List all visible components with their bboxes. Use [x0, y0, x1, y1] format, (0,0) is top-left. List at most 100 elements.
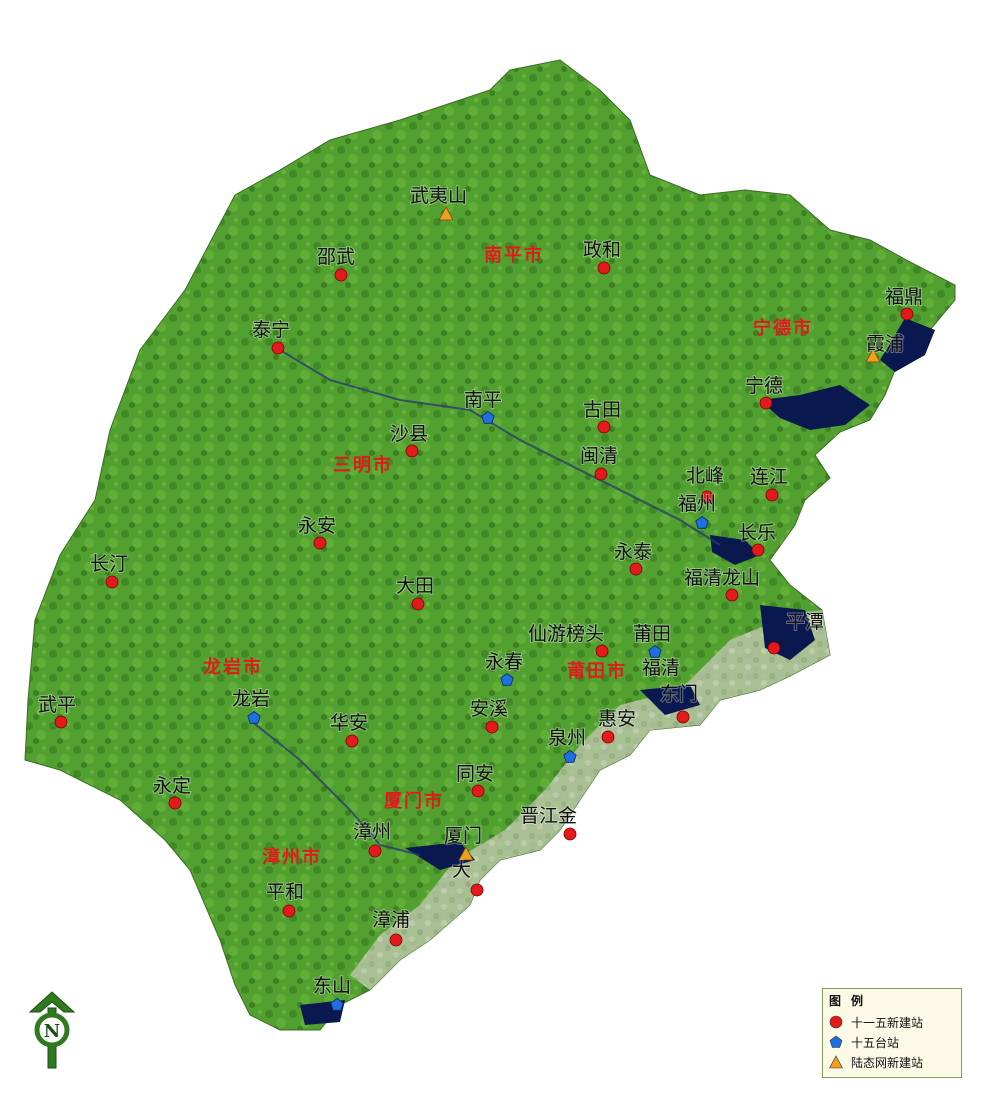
place-label: 晋江金 — [520, 805, 577, 827]
place-label: 邵武 — [317, 246, 355, 268]
sea-inlet-xinghua — [640, 685, 700, 715]
fifteen-station-marker — [330, 998, 344, 1011]
svg-text:N: N — [44, 1021, 60, 1042]
fifteen-station-marker — [648, 645, 662, 658]
place-label: 惠安 — [598, 708, 636, 730]
new-station-marker — [601, 730, 615, 744]
place-label: 宁德 — [745, 375, 783, 397]
new-station-marker — [334, 268, 348, 282]
place-label: 漳浦 — [372, 909, 410, 931]
place-label: 长乐 — [738, 522, 776, 544]
new-station-marker — [471, 784, 485, 798]
legend-item-fifteen-station: 十五台站 — [829, 1032, 955, 1052]
place-label: 永春 — [485, 651, 523, 673]
legend-item-new-station: 十一五新建站 — [829, 1012, 955, 1032]
place-label: 仙游榜头 — [528, 623, 604, 645]
red-circle-icon — [829, 1015, 843, 1029]
coastal-plain — [350, 610, 830, 990]
new-station-marker — [594, 467, 608, 481]
place-label: 霞浦 — [866, 333, 904, 355]
city-label: 三明市 — [333, 454, 393, 476]
place-label: 武夷山 — [410, 185, 467, 207]
fifteen-station-marker — [500, 673, 514, 686]
place-label: 龙岩 — [232, 688, 270, 710]
new-station-marker — [345, 734, 359, 748]
legend-label: 十五台站 — [851, 1035, 900, 1050]
new-station-marker — [405, 444, 419, 458]
land-station-marker — [865, 348, 881, 363]
place-label: 厦门 — [444, 825, 482, 847]
place-label: 东门 — [660, 683, 698, 705]
new-station-marker — [597, 261, 611, 275]
place-label: 闽清 — [580, 445, 618, 467]
new-station-marker — [700, 490, 714, 504]
city-label: 莆田市 — [567, 660, 627, 682]
river-minjiang — [279, 349, 721, 546]
fifteen-station-marker — [695, 516, 709, 529]
city-label: 宁德市 — [753, 317, 813, 339]
place-label: 平潭 — [786, 611, 824, 633]
new-station-marker — [595, 644, 609, 658]
city-label: 南平市 — [484, 244, 544, 266]
legend-title: 图例 — [829, 994, 874, 1008]
sea-inlet-xiamen — [405, 842, 475, 870]
new-station-marker — [563, 827, 577, 841]
legend-item-land-station: 陆态网新建站 — [829, 1052, 955, 1072]
new-station-marker — [759, 396, 773, 410]
place-label: 长汀 — [90, 553, 128, 575]
place-label: 福清 — [642, 657, 680, 679]
place-label: 泉州 — [548, 727, 586, 749]
place-label: 泰宁 — [252, 319, 290, 341]
fifteen-station-marker — [563, 750, 577, 763]
sea-inlet-funing — [880, 318, 935, 372]
new-station-marker — [765, 488, 779, 502]
place-label: 大 — [452, 859, 471, 881]
province-landmass — [24, 59, 956, 1031]
place-label: 北峰 — [686, 465, 724, 487]
place-label: 永安 — [298, 515, 336, 537]
place-label: 沙县 — [390, 423, 428, 445]
place-label: 南平 — [464, 389, 502, 411]
river-jiulong — [249, 719, 421, 856]
north-arrow-icon: N — [28, 991, 76, 1069]
sea-inlet-ningde — [760, 385, 870, 430]
land-station-marker — [458, 846, 474, 861]
new-station-marker — [900, 307, 914, 321]
new-station-marker — [368, 844, 382, 858]
new-station-marker — [676, 710, 690, 724]
new-station-marker — [597, 420, 611, 434]
city-label: 漳州市 — [262, 846, 322, 868]
new-station-marker — [485, 720, 499, 734]
place-label: 永定 — [153, 775, 191, 797]
new-station-marker — [629, 562, 643, 576]
place-label: 同安 — [456, 763, 494, 785]
place-label: 连江 — [750, 466, 788, 488]
new-station-marker — [751, 543, 765, 557]
place-label: 莆田 — [633, 623, 671, 645]
fifteen-station-marker — [481, 411, 495, 424]
place-label: 古田 — [583, 399, 621, 421]
new-station-marker — [470, 883, 484, 897]
new-station-marker — [313, 536, 327, 550]
place-label: 武平 — [38, 694, 76, 716]
map-legend: 图例 十一五新建站 十五台站 陆态网新建站 — [822, 988, 962, 1078]
place-label: 安溪 — [470, 698, 508, 720]
place-label: 平和 — [266, 881, 304, 903]
place-label: 福鼎 — [885, 286, 923, 308]
city-label: 厦门市 — [384, 790, 444, 812]
place-label: 华安 — [330, 712, 368, 734]
place-label: 福州 — [678, 493, 716, 515]
new-station-marker — [389, 933, 403, 947]
new-station-marker — [54, 715, 68, 729]
new-station-marker — [105, 575, 119, 589]
place-label: 福清龙山 — [684, 567, 760, 589]
fifteen-station-marker — [247, 711, 261, 724]
legend-label: 陆态网新建站 — [851, 1055, 924, 1070]
new-station-marker — [282, 904, 296, 918]
city-label: 龙岩市 — [203, 656, 263, 678]
place-label: 漳州 — [353, 821, 391, 843]
